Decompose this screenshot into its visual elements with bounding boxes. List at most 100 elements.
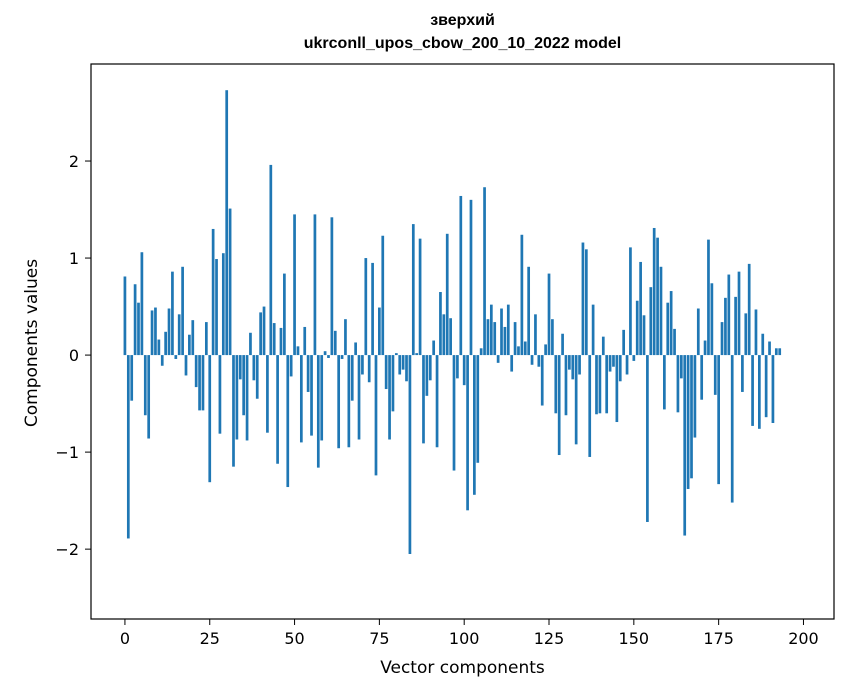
bar (578, 355, 581, 375)
bar (435, 355, 439, 448)
bar (188, 334, 191, 356)
bar (754, 309, 758, 356)
bar (747, 263, 751, 356)
bar (758, 355, 761, 429)
bar (133, 284, 137, 356)
bar (388, 355, 391, 440)
bar (608, 355, 612, 372)
bar (761, 333, 765, 356)
bar (415, 353, 419, 356)
bar (635, 300, 639, 356)
bar (500, 308, 503, 356)
bar (449, 318, 452, 356)
bar (537, 355, 541, 367)
bar (649, 287, 653, 356)
bar (663, 355, 666, 410)
bar (252, 355, 256, 381)
bar (744, 313, 748, 356)
bar (639, 261, 642, 356)
bar (666, 302, 670, 356)
bar (201, 355, 205, 411)
x-tick-label: 75 (369, 629, 389, 648)
bar (710, 283, 714, 356)
x-tick-label: 200 (788, 629, 819, 648)
bar (547, 273, 551, 356)
bar (598, 355, 602, 414)
bar (140, 252, 144, 356)
bar (259, 312, 262, 356)
bar (123, 276, 127, 356)
bar (184, 355, 188, 376)
bar (340, 355, 344, 359)
bar (622, 329, 626, 356)
bar (181, 266, 184, 356)
bar (235, 355, 239, 440)
bar (523, 341, 527, 356)
bar (520, 234, 524, 356)
bar (673, 328, 676, 356)
bar (551, 319, 554, 356)
bar (588, 355, 592, 457)
bar (320, 355, 324, 441)
chart-title-line-1: зверхий (430, 12, 495, 29)
bar (727, 274, 731, 356)
bar (310, 355, 313, 436)
bar (473, 355, 476, 495)
bar (364, 258, 368, 356)
bar (713, 355, 717, 395)
bar (612, 355, 615, 367)
bar (354, 342, 357, 356)
bar (191, 320, 195, 356)
bar (357, 355, 361, 440)
bar (646, 355, 649, 522)
bar (659, 266, 663, 356)
bar (679, 355, 683, 379)
bar (778, 348, 782, 356)
bar (316, 355, 320, 468)
bar (700, 355, 704, 400)
bar (751, 355, 754, 426)
bar (693, 355, 697, 438)
bar (194, 355, 198, 388)
bar (279, 327, 283, 356)
bar (483, 187, 486, 356)
bar (439, 292, 442, 356)
bar (717, 355, 720, 485)
bar (218, 355, 222, 434)
bar (554, 355, 558, 414)
bar (506, 304, 510, 356)
bar (269, 164, 273, 356)
bar (391, 355, 395, 412)
bar (496, 355, 500, 363)
chart-title-line-2: ukrconll_upos_cbow_200_10_2022 model (303, 35, 622, 52)
bar (374, 355, 378, 476)
bar (591, 304, 595, 356)
axes-frame (90, 63, 835, 620)
y-tick-label: 1 (69, 249, 79, 268)
bar (344, 319, 347, 356)
bar (211, 228, 215, 356)
bar (486, 319, 490, 356)
bar (361, 355, 364, 375)
bar (574, 355, 578, 445)
bar (642, 315, 646, 356)
y-tick-label: 0 (69, 346, 79, 365)
y-axis-ticks: −2 −1 0 1 2 (55, 152, 91, 559)
x-tick-label: 0 (120, 629, 130, 648)
bar (428, 355, 432, 381)
bar (595, 355, 598, 415)
bar (272, 323, 276, 356)
bar (171, 271, 174, 356)
bar (605, 355, 609, 414)
bar (466, 355, 469, 511)
x-tick-label: 125 (534, 629, 565, 648)
bar (530, 355, 534, 365)
bar (686, 355, 690, 489)
bar (571, 355, 575, 380)
bar (456, 355, 459, 379)
bar (160, 355, 164, 366)
bar (150, 310, 154, 356)
bar (167, 308, 171, 356)
bar (768, 341, 771, 356)
